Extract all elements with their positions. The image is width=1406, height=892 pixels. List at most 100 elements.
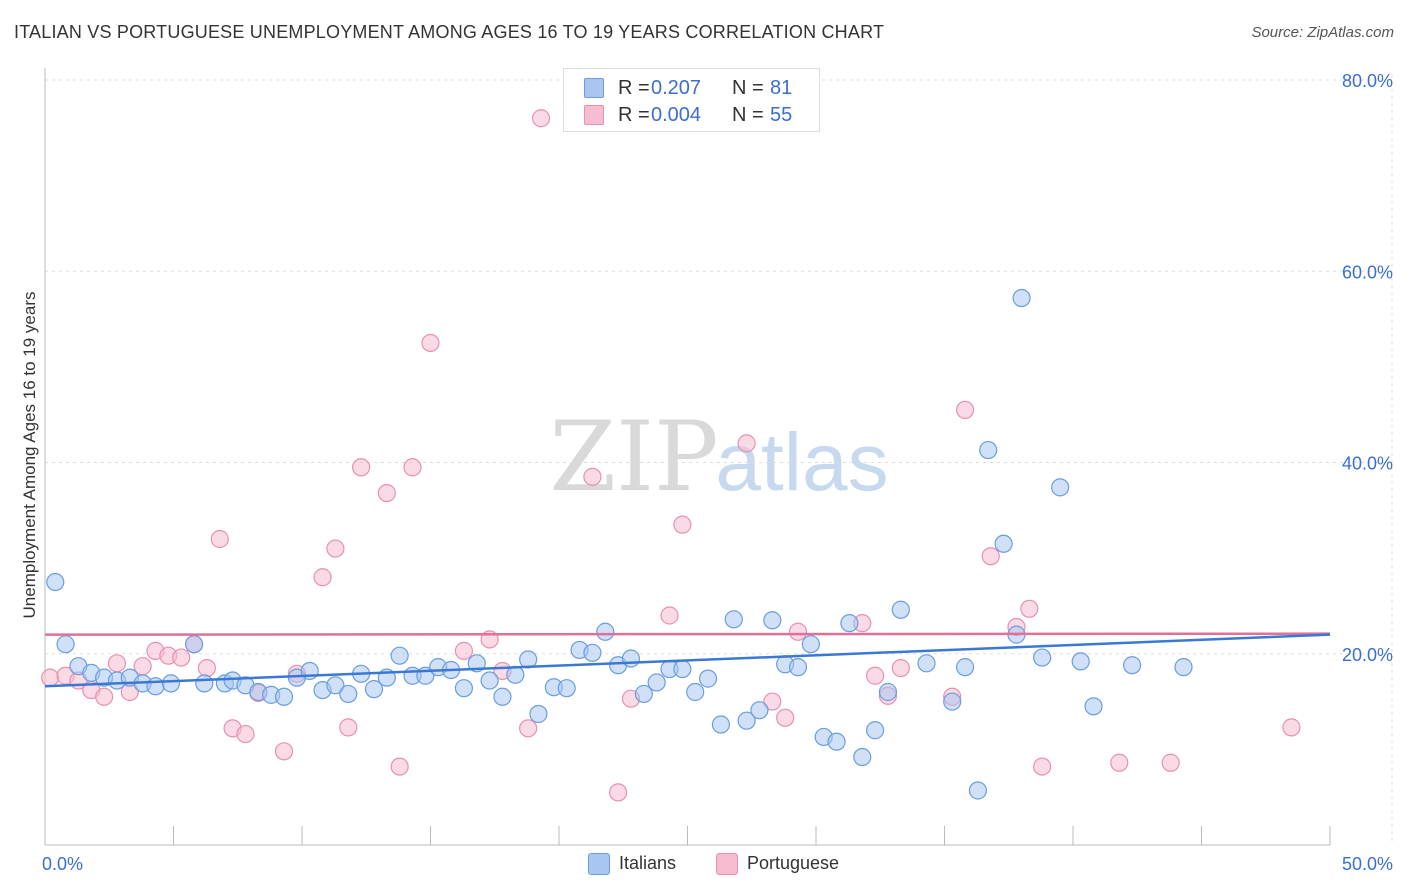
r-label: R = [618,77,650,99]
y-tick-label: 40.0% [1342,454,1393,474]
portuguese-point [339,718,358,737]
italians-swatch [584,78,604,98]
watermark: ZIP atlas [549,401,888,513]
portuguese-legend-swatch [716,853,738,875]
italians-point [994,534,1013,553]
portuguese-point [1110,753,1129,772]
portuguese-point [891,658,910,678]
italians-point [647,673,666,692]
portuguese-point [313,568,332,587]
italians-point [1123,656,1142,675]
italians-point [788,658,808,677]
italians-trend-line [44,633,1331,688]
portuguese-point [326,539,345,558]
italians-point [195,674,214,693]
italians-point [673,659,692,679]
portuguese-point [41,668,60,687]
italians-point [840,614,859,633]
italians-point [827,732,846,751]
italians-point [480,671,499,690]
italians-point [955,658,975,677]
r-label: R = [618,104,650,126]
y-tick-label: 60.0% [1342,262,1393,282]
italians-point [493,687,512,706]
portuguese-point [763,692,782,711]
portuguese-point [673,515,692,534]
r-value: 0.207 [651,77,702,99]
portuguese-point [1161,753,1180,772]
italians-point [326,676,345,695]
portuguese-point [274,742,294,761]
italians-point [698,669,718,688]
italians-point [763,611,782,630]
n-value: 81 [770,77,793,99]
italians-point [364,680,384,699]
italians-point [750,701,769,720]
n-label: N = [732,77,764,99]
italians-point [866,721,885,740]
portuguese-point [519,719,538,738]
italians-point [390,646,409,665]
italians-point [943,692,962,711]
axes [44,68,1331,846]
italians-point [878,682,898,702]
italians-point [46,572,65,592]
italians-point [634,684,653,704]
italians-point [621,649,641,668]
portuguese-point [531,109,551,128]
n-value: 55 [770,104,793,126]
portuguese-point [454,641,474,660]
chart-title: ITALIAN VS PORTUGUESE UNEMPLOYMENT AMONG… [14,22,885,42]
portuguese-point [95,687,114,706]
italians-point [1174,658,1193,677]
italians-point [737,711,756,730]
portuguese-point [776,708,795,727]
portuguese-point [197,658,217,678]
portuguese-point [1020,599,1039,618]
italians-point [686,682,705,702]
y-tick-label: 80.0% [1342,71,1393,91]
watermark-zip: ZIP [549,401,718,513]
italians-point [853,747,872,767]
italians-point [454,679,474,698]
portuguese-point [981,547,1000,566]
italians-point [1012,288,1031,308]
portuguese-trend-line [44,632,1331,636]
italians-point [891,600,910,619]
italians-point [968,781,988,800]
portuguese-point [352,458,371,477]
italians-legend-label: Italians [619,853,677,873]
portuguese-point [210,529,229,549]
italians-legend-swatch [588,853,610,875]
x-tick-label: 0.0% [42,854,83,874]
portuguese-point [172,648,191,667]
portuguese-point [583,467,602,486]
italians-point [161,674,181,693]
portuguese-point [421,333,440,353]
italians-point [801,635,820,654]
stats-row-italians: R = 0.207 N = 81 [564,75,819,101]
tick-labels: 20.0% 40.0% 60.0% 80.0% 0.0% 50.0% [42,71,1393,874]
italians-point [184,635,204,654]
stats-legend: R = 0.207 N = 81 R = 0.004 N = 55 [563,68,820,132]
y-tick-label: 20.0% [1342,645,1393,665]
portuguese-point [107,654,127,673]
trend-lines [44,632,1331,688]
r-value: 0.004 [651,104,702,126]
portuguese-point [660,606,679,625]
italians-point [1051,478,1070,497]
portuguese-points [41,109,1301,802]
portuguese-point [390,757,409,776]
italians-point [1084,697,1103,716]
italians-point [583,643,602,662]
portuguese-point [403,458,422,477]
portuguese-point [377,484,396,503]
italians-point [529,704,548,724]
italians-point [339,684,358,704]
source-note: Source: ZipAtlas.com [1251,24,1394,41]
italians-point [56,635,75,654]
portuguese-point [955,400,975,420]
italians-point [146,677,165,696]
portuguese-point [737,434,756,453]
